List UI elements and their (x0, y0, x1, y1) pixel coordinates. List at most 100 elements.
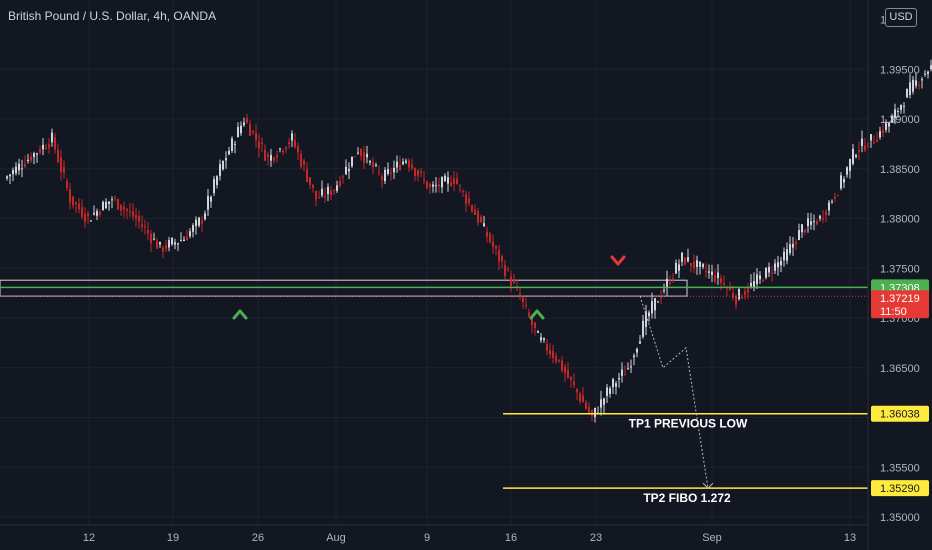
candle-body (480, 216, 482, 222)
candle-body (912, 79, 914, 92)
candle-body (288, 142, 290, 145)
candle-body (741, 297, 743, 299)
candle-body (174, 242, 176, 245)
time-tick-label: 16 (505, 532, 517, 544)
candle-body (81, 207, 83, 218)
chart-annotations: TP1 PREVIOUS LOW TP2 FIBO 1.272 (0, 255, 868, 505)
candle-body (549, 350, 551, 355)
time-tick-label: 12 (83, 532, 95, 544)
candle-body (735, 295, 737, 305)
candle-body (228, 150, 230, 155)
candle-body (66, 181, 68, 188)
candle-body (930, 65, 932, 70)
candle-body (708, 271, 710, 273)
candle-body (585, 402, 587, 409)
candle-body (771, 272, 773, 274)
candle-body (804, 229, 806, 233)
candle-body (612, 379, 614, 388)
time-axis[interactable]: 12 19 26 Aug 9 16 23 Sep 13 (0, 524, 868, 544)
candle-body (30, 156, 32, 161)
candle-body (216, 176, 218, 185)
candle-body (693, 261, 695, 269)
candle-body (168, 240, 170, 248)
candle-body (186, 237, 188, 241)
candle-body (345, 166, 347, 175)
candle-body (510, 276, 512, 287)
candle-body (435, 185, 437, 187)
candle-body (24, 164, 26, 167)
candle-body (324, 195, 326, 197)
candle-body (429, 184, 431, 187)
price-tick-label: 1. (880, 15, 889, 27)
candle-body (495, 245, 497, 249)
candle-body (162, 247, 164, 252)
candle-body (144, 226, 146, 228)
candle-body (699, 261, 701, 267)
candle-body (18, 163, 20, 171)
candle-body (9, 174, 11, 177)
candle-body (519, 293, 521, 298)
candle-body (450, 182, 452, 186)
candle-body (594, 407, 596, 417)
candle-body (396, 161, 398, 168)
currency-button[interactable]: USD (885, 8, 917, 27)
candle-body (231, 138, 233, 151)
candle-body (150, 234, 152, 244)
candle-body (78, 203, 80, 210)
candle-body (630, 366, 632, 368)
candle-body (924, 73, 926, 75)
target-label-2: TP2 FIBO 1.272 (643, 491, 731, 505)
candle-body (201, 220, 203, 224)
candle-body (795, 241, 797, 245)
candle-body (468, 198, 470, 203)
candle-body (858, 149, 860, 152)
candle-body (315, 190, 317, 200)
candle-body (159, 241, 161, 245)
candle-body (303, 160, 305, 165)
candle-body (687, 257, 689, 262)
candle-body (507, 269, 509, 271)
candle-body (165, 245, 167, 249)
time-tick-label: Sep (702, 532, 722, 544)
candle-body (42, 144, 44, 150)
price-axis[interactable]: 1. 1.39500 1.39000 1.38500 1.38000 1.37500 1.3… (867, 0, 929, 550)
candle-body (33, 153, 35, 158)
candle-body (57, 150, 59, 163)
candle-body (282, 150, 284, 153)
candle-body (249, 124, 251, 136)
candle-body (483, 223, 485, 227)
candle-body (237, 127, 239, 138)
candle-body (747, 288, 749, 293)
candle-body (603, 398, 605, 405)
candle-body (738, 289, 740, 300)
tp1-price-badge: 1.36038 (880, 409, 920, 421)
candle-body (579, 393, 581, 402)
candle-body (39, 149, 41, 153)
candle-body (84, 213, 86, 222)
candle-body (849, 159, 851, 171)
candle-body (621, 369, 623, 376)
candle-body (759, 275, 761, 280)
candle-body (789, 244, 791, 254)
candle-body (864, 145, 866, 151)
candle-body (87, 213, 89, 217)
candle-body (657, 301, 659, 303)
candle-body (405, 160, 407, 163)
candle-body (705, 271, 707, 273)
candle-body (36, 153, 38, 155)
candle-body (246, 118, 248, 123)
candle-body (540, 337, 542, 341)
candle-body (141, 224, 143, 227)
price-tick-label: 1.38500 (880, 164, 920, 176)
candle-body (408, 160, 410, 168)
candle-body (387, 169, 389, 174)
candle-body (357, 152, 359, 154)
marker-down-2 (610, 255, 626, 266)
candle-body (369, 160, 371, 163)
candle-body (753, 281, 755, 288)
candle-body (426, 181, 428, 189)
marker-up-0 (232, 309, 248, 320)
candle-body (441, 177, 443, 188)
candle-body (702, 264, 704, 267)
